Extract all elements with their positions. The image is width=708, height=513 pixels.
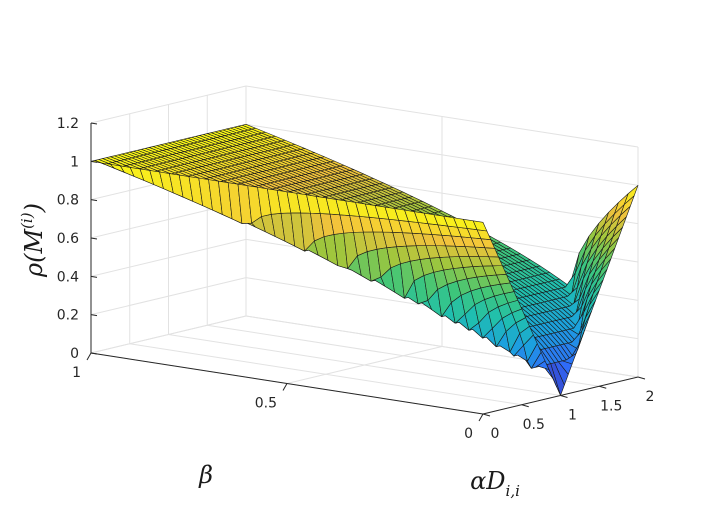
axis-labels: ρ(M(i)) β αDi,i — [18, 203, 520, 500]
x-tick — [521, 404, 529, 408]
y-tick-label: 0 — [464, 426, 473, 442]
z-tick — [90, 275, 98, 278]
x-axis-label: αDi,i — [470, 467, 520, 500]
z-tick — [90, 352, 98, 355]
z-tick-label: 0.8 — [57, 193, 79, 209]
grid-line — [245, 85, 639, 148]
x-tick — [482, 413, 491, 417]
surface-mesh — [90, 124, 639, 396]
x-tick — [560, 395, 568, 398]
z-tick — [90, 122, 98, 125]
x-tick-label: 0.5 — [523, 417, 545, 433]
z-tick-label: 0.4 — [57, 269, 79, 285]
grid-line — [245, 123, 639, 186]
z-tick-label: 0.6 — [57, 231, 79, 247]
z-tick-label: 1.2 — [57, 116, 79, 132]
surface-patch — [472, 220, 488, 232]
y-tick-label: 1 — [72, 365, 81, 381]
z-tick-label: 1 — [70, 154, 79, 170]
z-tick-label: 0.2 — [57, 308, 79, 324]
y-tick — [478, 413, 484, 422]
x-tick-label: 2 — [646, 389, 655, 405]
y-tick-label: 0.5 — [255, 396, 277, 412]
axes: 0 0.2 0.4 0.6 0.8 1 1.2 0 0.5 1 0 0.5 1 1.5 2 — [57, 116, 655, 442]
z-tick — [90, 314, 98, 317]
z-tick — [90, 160, 98, 163]
grid-line — [286, 346, 443, 384]
z-tick — [90, 199, 98, 202]
y-axis-label: β — [198, 461, 213, 489]
x-tick-label: 1 — [568, 408, 577, 424]
z-axis-label: ρ(M(i)) — [18, 203, 48, 278]
y-tick — [86, 352, 92, 361]
grid-line — [90, 315, 247, 354]
x-tick-label: 0 — [491, 426, 500, 442]
x-tick-label: 1.5 — [600, 398, 622, 414]
z-tick-label: 0 — [70, 346, 79, 362]
x-tick — [637, 376, 646, 380]
x-tick — [599, 385, 607, 389]
grid-line — [90, 85, 247, 124]
y-tick — [282, 383, 288, 391]
z-tick — [90, 237, 98, 240]
grid-line — [90, 277, 247, 316]
grid-line — [90, 238, 247, 277]
